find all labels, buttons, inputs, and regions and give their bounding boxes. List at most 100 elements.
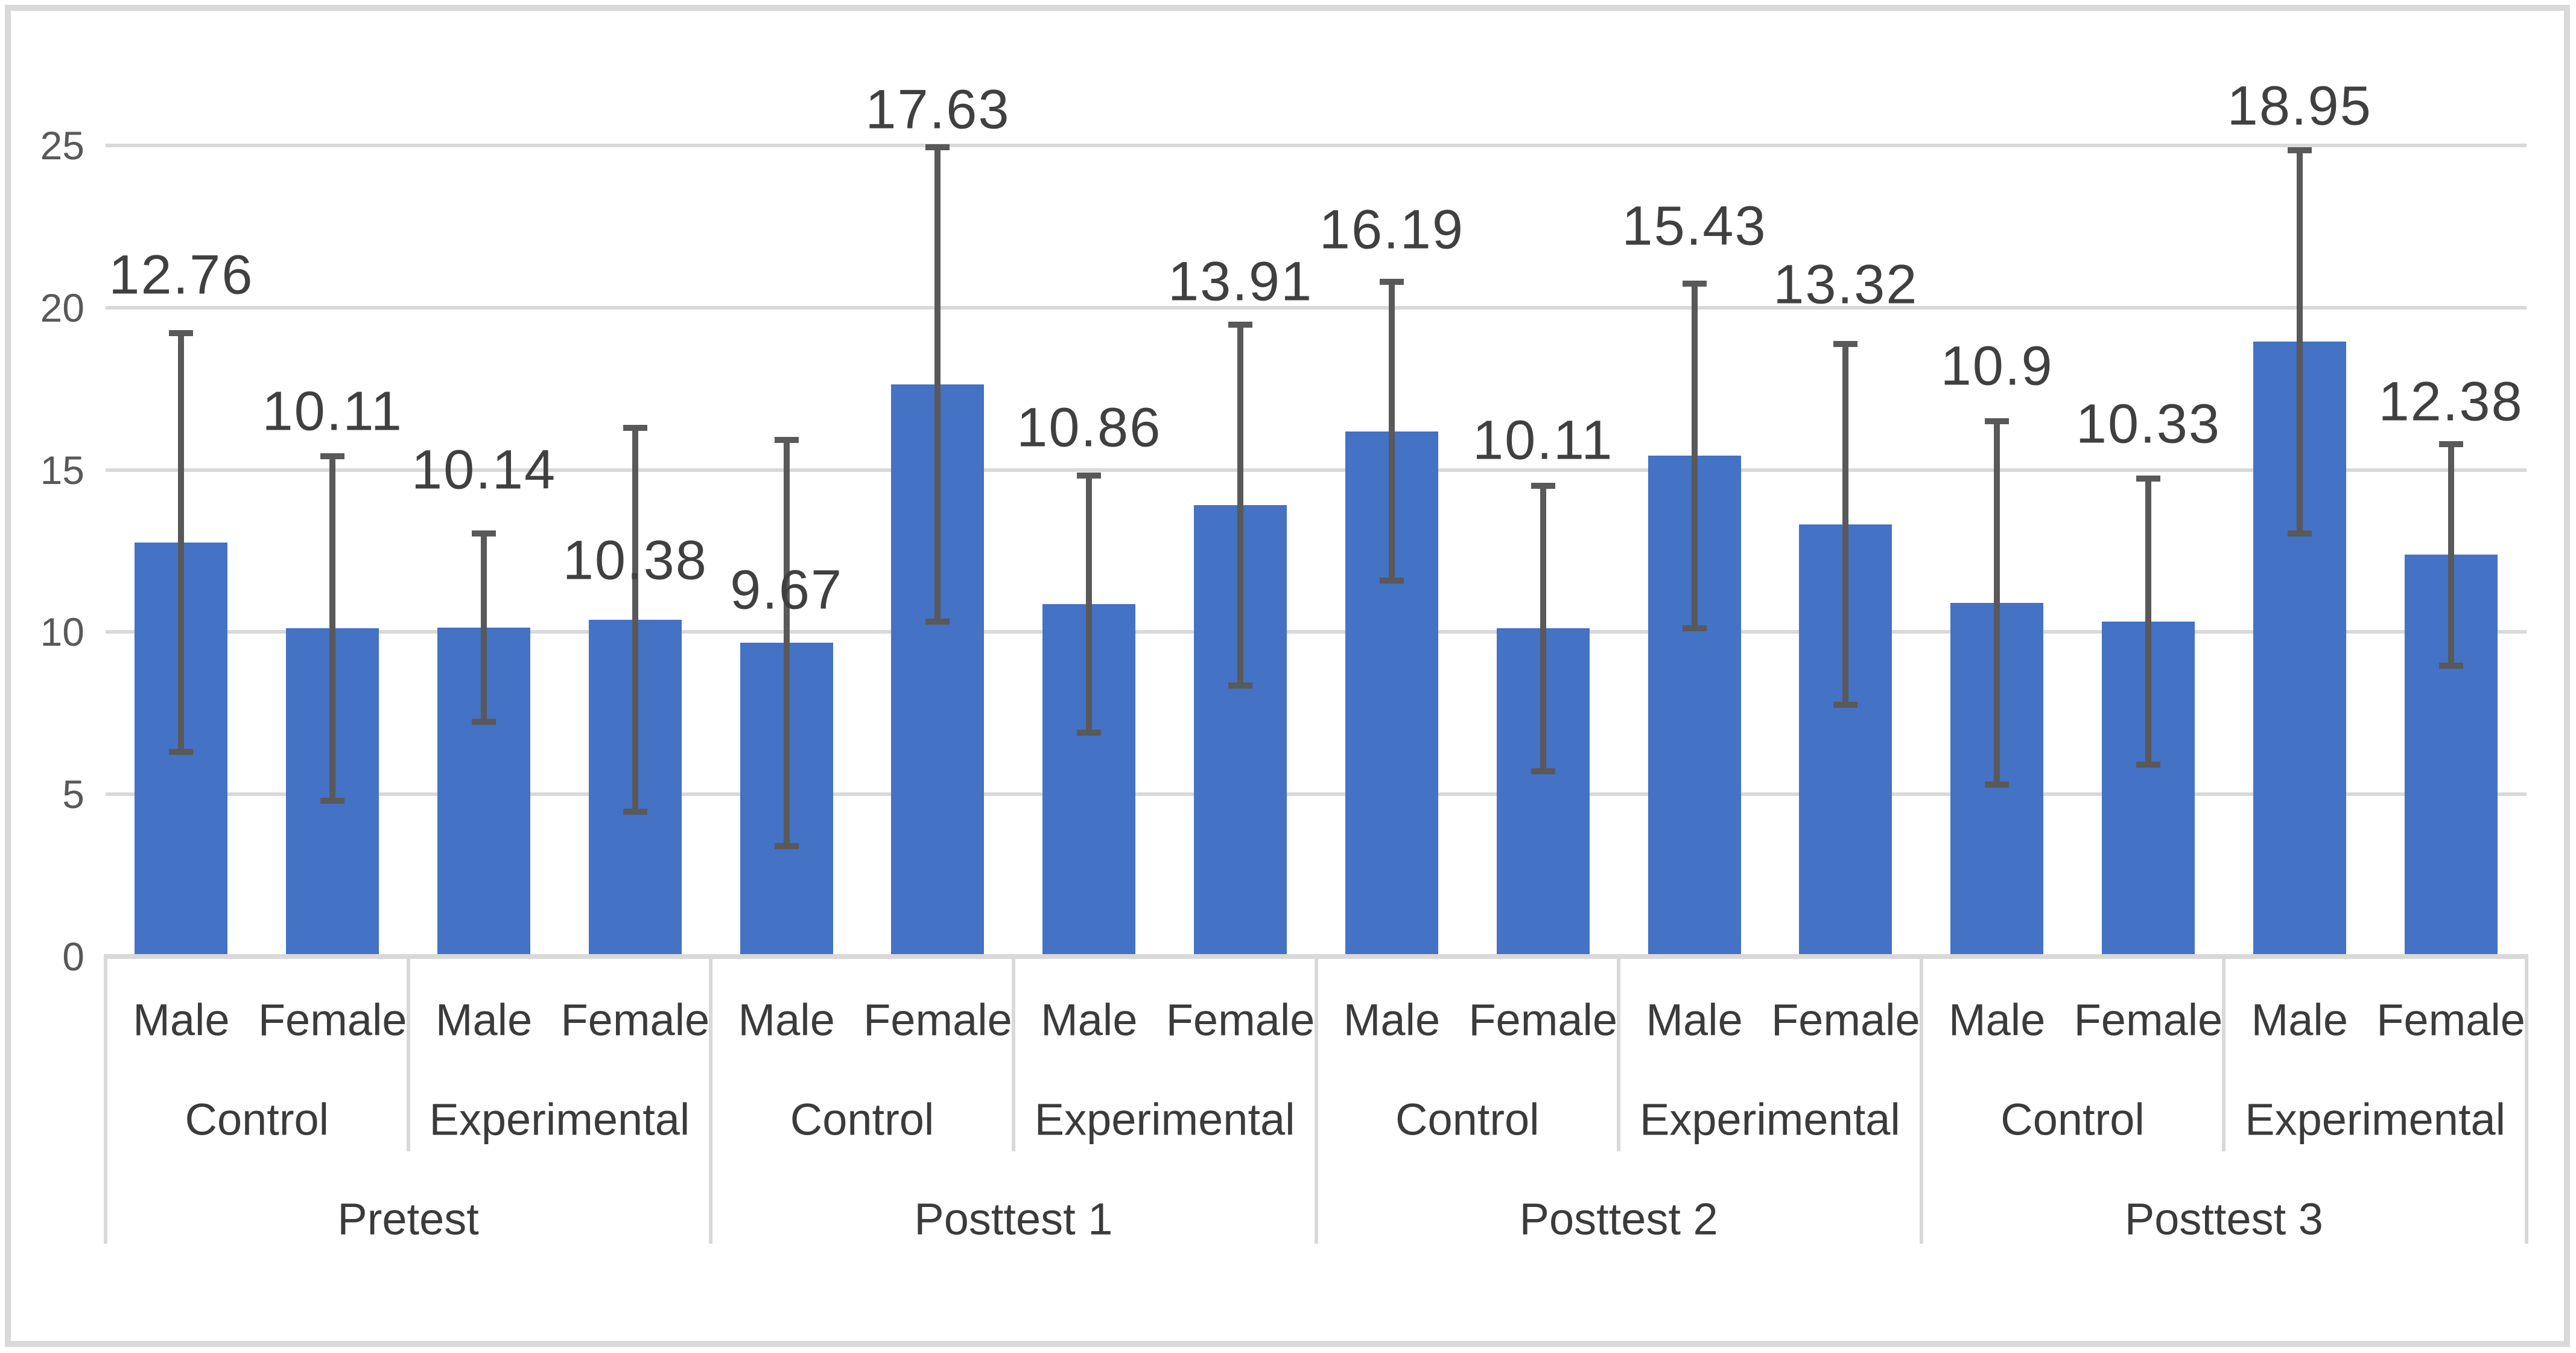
category-label-condition: Experimental [429, 1094, 690, 1145]
category-label-condition: Experimental [2245, 1094, 2506, 1145]
category-label-sex: Male [133, 995, 230, 1045]
error-bar-top-cap [1077, 473, 1102, 479]
category-label-sex: Female [1771, 995, 1920, 1045]
data-label: 16.19 [1319, 199, 1465, 261]
data-label: 9.67 [730, 559, 843, 620]
error-bar-line [1994, 418, 2000, 788]
category-label-sex: Male [2251, 995, 2348, 1045]
error-bar-bottom-cap [2136, 761, 2160, 768]
error-bar-top-cap [925, 144, 950, 151]
error-bar-bottom-cap [1379, 578, 1404, 584]
error-bar-line [2145, 475, 2151, 768]
category-label-condition: Control [2000, 1094, 2145, 1145]
category-label-sex: Female [1166, 995, 1315, 1045]
y-axis-tick-label: 25 [40, 123, 84, 168]
category-label-test: Pretest [337, 1194, 479, 1244]
error-bar-line [481, 530, 487, 725]
error-bar-bottom-cap [1077, 729, 1102, 736]
error-bar-bottom-cap [1228, 682, 1253, 689]
error-bar-top-cap [2287, 147, 2312, 153]
category-label-sex: Male [738, 995, 835, 1045]
error-bar-top-cap [2136, 475, 2160, 482]
group-separator [709, 954, 713, 1244]
error-bar-line [632, 425, 638, 815]
category-label-sex: Male [1948, 995, 2046, 1045]
category-label-sex: Female [560, 995, 710, 1045]
error-bar-bottom-cap [623, 808, 647, 815]
category-table-right-edge [2525, 954, 2528, 1244]
category-label-sex: Female [2376, 995, 2525, 1045]
error-bar-line [934, 144, 941, 625]
error-bar-bottom-cap [1833, 701, 1858, 708]
category-label-sex: Female [258, 995, 407, 1045]
error-bar-bottom-cap [169, 749, 194, 756]
data-label: 10.9 [1940, 335, 2054, 397]
data-label: 18.95 [2227, 75, 2372, 137]
category-table-left-edge [104, 954, 107, 1244]
error-bar-bottom-cap [1985, 782, 2010, 788]
error-bar-line [2296, 147, 2303, 536]
gridline [106, 630, 2527, 634]
error-bar-line [783, 436, 790, 849]
error-bar-line [2448, 441, 2454, 669]
y-axis-tick-label: 10 [40, 610, 84, 655]
category-label-condition: Experimental [1640, 1094, 1900, 1145]
category-label-sex: Male [1041, 995, 1138, 1045]
error-bar-top-cap [1228, 322, 1253, 328]
data-label: 10.11 [262, 380, 403, 442]
category-label-test: Posttest 1 [914, 1194, 1113, 1244]
error-bar-bottom-cap [1531, 768, 1555, 775]
group-separator [1314, 954, 1318, 1244]
error-bar-bottom-cap [1682, 625, 1707, 631]
error-bar-top-cap [774, 436, 799, 443]
error-bar-bottom-cap [774, 842, 799, 849]
data-label: 10.14 [411, 439, 557, 501]
subgroup-separator [1011, 954, 1015, 1151]
data-label: 13.32 [1773, 253, 1918, 316]
category-label-sex: Female [863, 995, 1012, 1045]
error-bar-bottom-cap [472, 719, 496, 725]
error-bar-top-cap [1985, 418, 2010, 424]
error-bar-bottom-cap [2438, 662, 2463, 669]
error-bar-top-cap [623, 425, 647, 431]
gridline [106, 305, 2527, 310]
category-label-test: Posttest 3 [2124, 1194, 2323, 1244]
gridline [106, 792, 2527, 797]
error-bar-bottom-cap [2287, 530, 2312, 536]
error-bar-line [1086, 473, 1093, 736]
error-bar-bottom-cap [925, 619, 950, 625]
category-label-sex: Male [1343, 995, 1441, 1045]
subgroup-separator [1617, 954, 1621, 1151]
error-bar-top-cap [1833, 341, 1858, 348]
error-bar-line [1842, 341, 1849, 708]
error-bar-line [1237, 322, 1244, 689]
data-label: 10.11 [1473, 409, 1614, 471]
category-label-sex: Male [1646, 995, 1743, 1045]
category-label-condition: Control [1395, 1094, 1540, 1145]
data-label: 12.38 [2378, 371, 2524, 433]
y-axis-tick-label: 15 [40, 447, 84, 492]
category-label-sex: Female [1468, 995, 1618, 1045]
error-bar-line [329, 453, 336, 804]
error-bar-line [1691, 281, 1698, 631]
subgroup-separator [406, 954, 410, 1151]
gridline [106, 468, 2527, 472]
subgroup-separator [2222, 954, 2226, 1151]
data-label: 15.43 [1622, 195, 1767, 257]
error-bar-top-cap [169, 329, 194, 336]
error-bar-top-cap [1379, 278, 1404, 285]
category-label-sex: Female [2073, 995, 2223, 1045]
error-bar-top-cap [320, 453, 345, 460]
category-label-sex: Male [435, 995, 533, 1045]
error-bar-top-cap [472, 530, 496, 536]
data-label: 17.63 [865, 78, 1010, 141]
error-bar-line [1388, 278, 1395, 584]
error-bar-bottom-cap [320, 797, 345, 804]
error-bar-top-cap [1531, 482, 1555, 489]
data-label: 10.86 [1017, 396, 1162, 459]
y-axis-tick-label: 0 [62, 934, 84, 979]
y-axis-tick-label: 20 [40, 285, 84, 330]
error-bar-top-cap [2438, 441, 2463, 448]
error-bar-line [1540, 482, 1546, 775]
